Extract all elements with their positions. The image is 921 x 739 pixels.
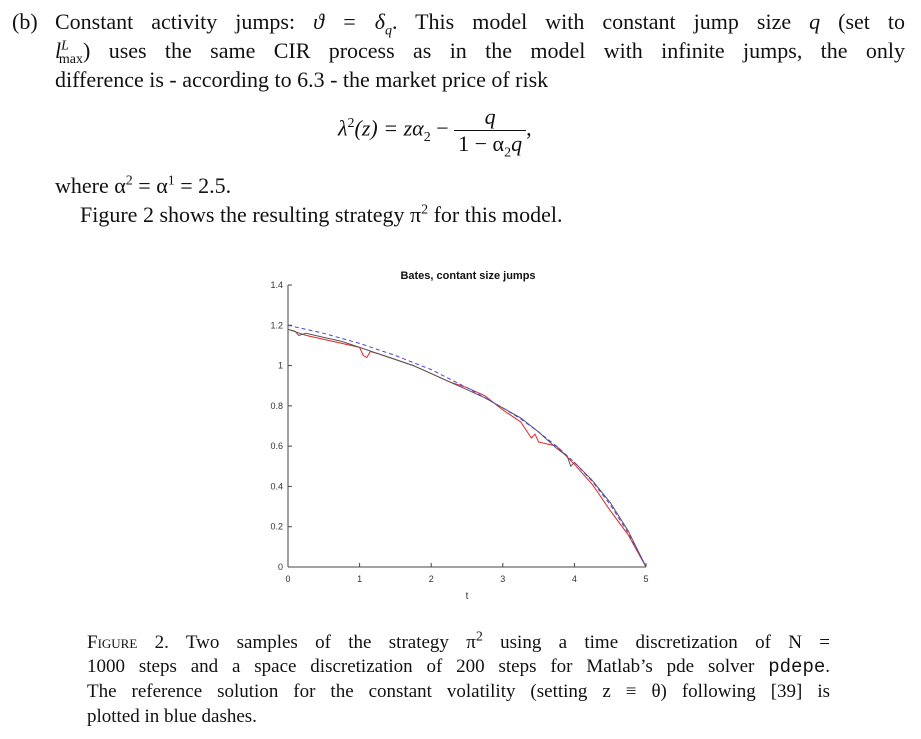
x-tick-label: 3 <box>500 574 505 584</box>
x-axis-label: t <box>466 591 469 602</box>
series-line-2 <box>287 328 647 568</box>
x-tick-label: 2 <box>429 574 434 584</box>
item-label: (b) <box>12 9 38 34</box>
y-tick-label: 1.2 <box>270 320 283 330</box>
y-tick-label: 0.8 <box>270 401 283 411</box>
x-tick-label: 0 <box>285 574 290 584</box>
where-line: where α2 = α1 = 2.5. <box>55 173 232 198</box>
caption-line-3: The reference solution for the constant … <box>87 681 830 702</box>
y-tick-label: 0.6 <box>270 441 283 451</box>
paragraph-line-3: difference is - according to 6.3 - the m… <box>55 67 549 92</box>
x-tick-label: 5 <box>643 574 648 584</box>
figure-reference-line: Figure 2 shows the resulting strategy π2… <box>80 202 563 227</box>
caption-line-1: Figure 2. Two samples of the strategy π2… <box>87 629 830 653</box>
x-tick-label: 4 <box>572 574 577 584</box>
x-tick-label: 1 <box>357 574 362 584</box>
y-tick-label: 0 <box>278 562 283 572</box>
caption-label: Figure 2. <box>87 632 169 653</box>
caption-line-2: 1000 steps and a space discretization of… <box>87 656 830 678</box>
series-line-3 <box>287 324 647 568</box>
paragraph-line-2: lLmax) uses the same CIR process as in t… <box>55 38 905 68</box>
y-tick-label: 0.4 <box>270 481 283 491</box>
series-line-1 <box>287 328 647 568</box>
paragraph-line-1: Constant activity jumps: ϑ = δq. This mo… <box>55 9 905 39</box>
y-tick-label: 0.2 <box>270 522 283 532</box>
chart-title: Bates, contant size jumps <box>400 270 535 282</box>
caption-line-4: plotted in blue dashes. <box>87 706 257 727</box>
y-tick-label: 1.4 <box>270 280 283 290</box>
y-tick-label: 1 <box>278 361 283 371</box>
